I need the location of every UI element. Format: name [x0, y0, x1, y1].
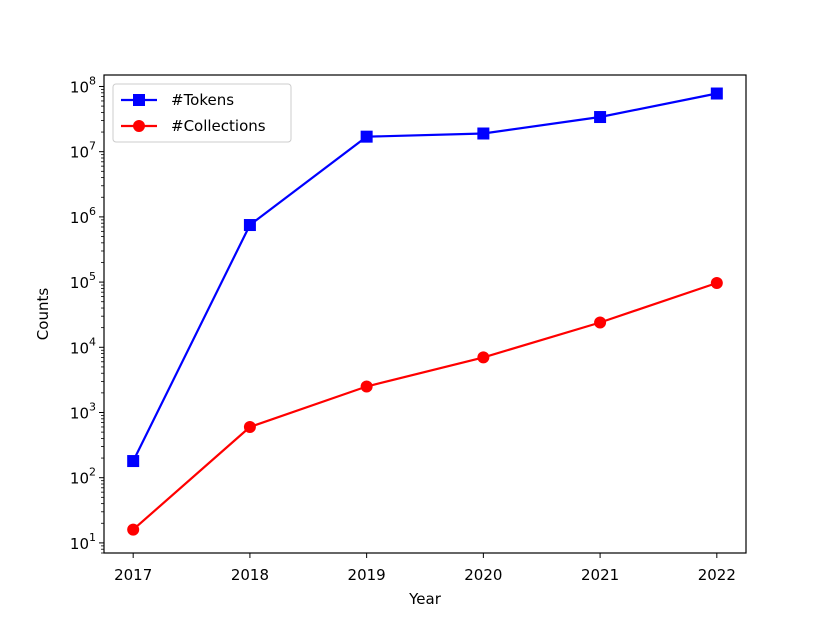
x-axis-label: Year: [408, 590, 442, 608]
collections-point: [243, 420, 256, 433]
tokens-point: [477, 127, 490, 140]
collections-point: [127, 523, 140, 536]
tokens-point: [360, 130, 373, 143]
y-tick-label: 103: [70, 400, 96, 422]
x-tick-label: 2018: [231, 566, 269, 584]
y-tick-label: 108: [70, 74, 96, 96]
legend-marker-collections: [133, 120, 145, 132]
legend-marker-tokens: [133, 94, 145, 106]
collections-line: [132, 281, 718, 531]
y-tick-label: 106: [70, 205, 96, 227]
legend-label-collections: #Collections: [171, 117, 266, 135]
y-tick-label: 107: [70, 140, 96, 162]
x-tick-label: 2021: [581, 566, 619, 584]
series-layer: [127, 87, 723, 536]
collections-point: [477, 351, 490, 364]
collections-point: [710, 276, 723, 289]
y-tick-label: 105: [70, 270, 96, 292]
y-tick-label: 101: [70, 531, 96, 553]
tokens-point: [243, 219, 256, 232]
collections-point: [360, 380, 373, 393]
tokens-line: [132, 92, 718, 462]
x-tick-label: 2022: [698, 566, 736, 584]
x-tick-label: 2017: [114, 566, 152, 584]
x-tick-label: 2019: [348, 566, 386, 584]
plot-frame: [103, 74, 747, 554]
legend-label-tokens: #Tokens: [171, 91, 234, 109]
tokens-point: [594, 111, 607, 124]
tokens-point: [710, 87, 723, 100]
y-tick-label: 104: [70, 335, 96, 357]
tokens-point: [127, 455, 140, 468]
x-axis: 2017 2018 2019 2020 2021 2022: [114, 553, 736, 584]
legend-box: [112, 83, 292, 143]
collections-point: [594, 316, 607, 329]
y-tick-label: 102: [70, 466, 96, 488]
legend: #Tokens #Collections: [112, 83, 292, 143]
x-tick-label: 2020: [464, 566, 502, 584]
y-axis: 101 102 103 104 105 106 107 108: [70, 74, 104, 554]
y-axis-label: Counts: [34, 288, 52, 341]
